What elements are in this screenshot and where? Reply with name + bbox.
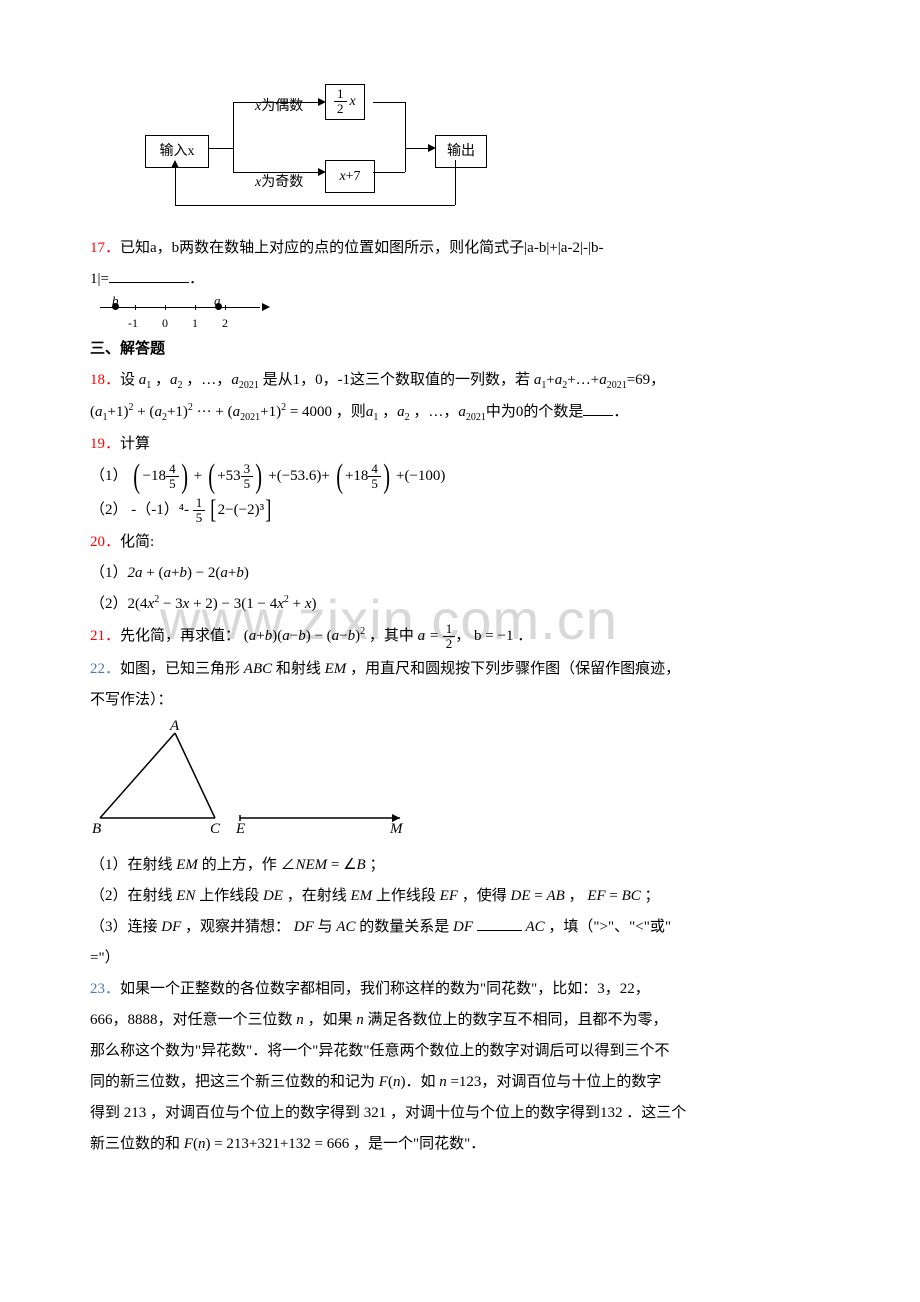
q17-line2: 1|=． [90,266,830,293]
q20-p2: （2）2(4x2 − 3x + 2) − 3(1 − 4x2 + x) [90,591,830,618]
cond-even: xx为偶数为偶数 [255,94,303,119]
content-wrap: 输入x xx为偶数为偶数 x为奇数 12x x+7 输出 17．已知a，b两数在… [90,80,830,1158]
output-box: 输出 [435,135,487,168]
number-line: b -1 0 1 a 2 [100,297,270,332]
q23-l6: 新三位数的和 F(n) = 213+321+132 = 666 ，是一个"同花数… [90,1131,830,1158]
q22-l1: 22．如图，已知三角形 ABC 和射线 EM ，用直尺和圆规按下列步骤作图（保留… [90,656,830,683]
svg-text:E: E [235,821,245,837]
q23-l4: 同的新三位数，把这三个新三位数的和记为 F(n)．如 n =123，对调百位与十… [90,1069,830,1096]
q19-p2: （2） -（-1）⁴- 15 [2−(−2)³] [90,496,830,526]
q17-line1: 17．已知a，b两数在数轴上对应的点的位置如图所示，则化简式子|a-b|+|a-… [90,235,830,262]
flowchart: 输入x xx为偶数为偶数 x为奇数 12x x+7 输出 [145,80,830,220]
q22-p1: （1）在射线 EM 的上方，作 ∠NEM = ∠B ； [90,852,830,879]
q18-line2: (a1+1)2 + (a2+1)2 ··· + (a2021+1)2 = 400… [90,399,830,427]
section-3-heading: 三、解答题 [90,336,830,363]
q23-l5: 得到 213 ，对调百位与个位上的数字得到 321 ，对调十位与个位上的数字得到… [90,1100,830,1127]
q18-line1: 18．设 a1 ，a2 ，…，a2021 是从1，0，-1这三个数取值的一列数，… [90,367,830,395]
q23-l3: 那么称这个数为"异花数"．将一个"异花数"任意两个数位上的数字对调后可以得到三个… [90,1038,830,1065]
q21: 21．先化简，再求值： (a+b)(a−b) − (a−b)2 ，其中 a = … [90,622,830,652]
q19-p1: （1） (−1845) + (+5335) +(−53.6)+ (+1845) … [90,462,830,492]
q23-l2: 666，8888，对任意一个三位数 n ，如果 n 满足各数位上的数字互不相同，… [90,1007,830,1034]
q20-p1: （1）2a + (a+b) − 2(a+b) [90,560,830,587]
svg-text:M: M [389,821,404,837]
op-odd: x+7 [325,160,375,193]
q23-l1: 23．如果一个正整数的各位数字都相同，我们称这样的数为"同花数"，比如：3，22… [90,976,830,1003]
q19-title: 19．计算 [90,431,830,458]
triangle-diagram: A B C E M [90,718,410,838]
cond-odd: x为奇数 [255,170,303,195]
q22-l2: 不写作法）： [90,687,830,714]
q22-p3b: ="） [90,945,830,972]
q20-title: 20．化简: [90,529,830,556]
svg-text:C: C [210,821,221,837]
q22-p2: （2）在射线 EN 上作线段 DE ，在射线 EM 上作线段 EF ，使得 DE… [90,883,830,910]
svg-text:A: A [169,718,180,734]
q22-p3a: （3）连接 DF ，观察并猜想： DF 与 AC 的数量关系是 DF AC ，填… [90,914,830,941]
op-even: 12x [325,84,365,120]
svg-text:B: B [92,821,101,837]
